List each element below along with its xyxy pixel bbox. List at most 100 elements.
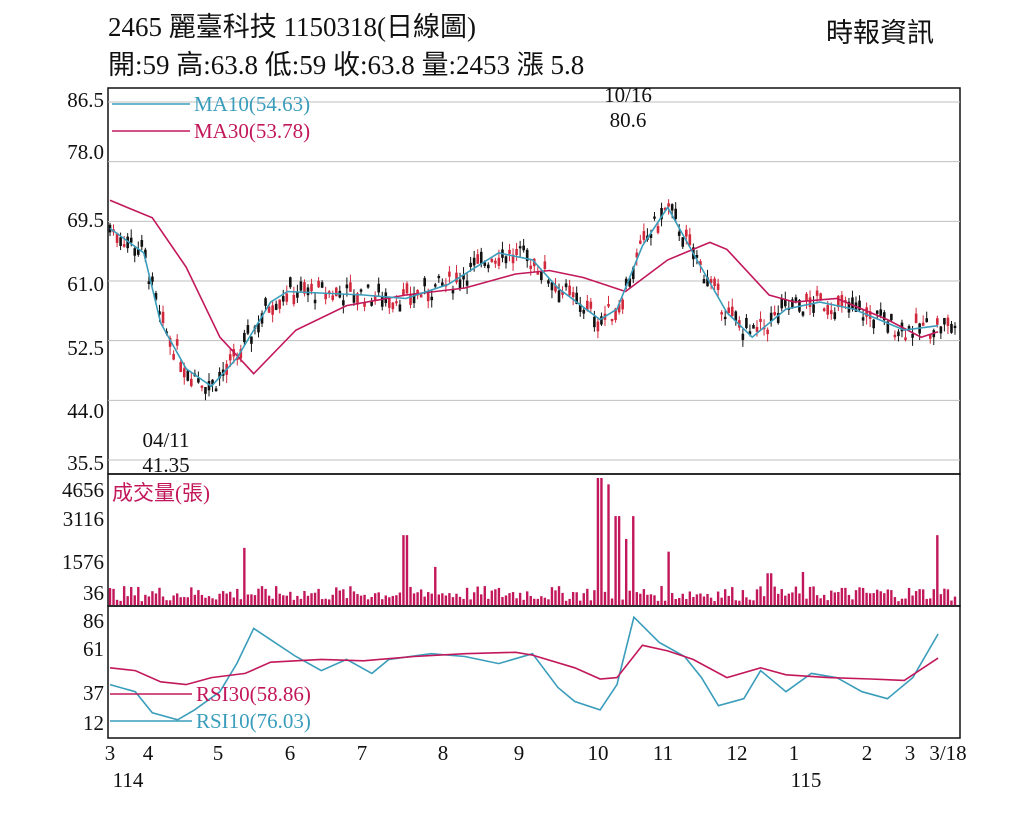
volume-bar	[250, 594, 253, 605]
volume-bar	[639, 593, 642, 605]
volume-bar	[328, 599, 331, 605]
volume-bar	[285, 595, 288, 605]
candle-body	[540, 271, 543, 281]
rsi-tick: 37	[83, 681, 104, 705]
volume-bar	[932, 589, 935, 605]
candle-body	[890, 313, 893, 321]
candle-body	[126, 236, 129, 249]
volume-bar	[296, 595, 299, 605]
candle-body	[349, 282, 352, 292]
volume-bar	[773, 586, 776, 605]
volume-panel-label: 成交量(張)	[112, 481, 210, 505]
volume-bar	[734, 600, 737, 605]
volume-bar	[278, 593, 281, 605]
volume-bar	[635, 592, 638, 605]
volume-bar	[603, 591, 607, 605]
candle-body	[837, 295, 840, 308]
candle-body	[812, 304, 815, 313]
candle-body	[250, 336, 253, 344]
volume-bar	[416, 592, 419, 605]
candle-body	[303, 282, 306, 294]
candle-body	[745, 317, 748, 328]
volume-bar	[762, 596, 766, 605]
low-date-annotation: 04/11	[142, 428, 189, 452]
candle-body	[518, 246, 522, 249]
candle-body	[218, 371, 221, 379]
volume-bar	[745, 597, 748, 605]
volume-bar	[946, 589, 950, 605]
candle-body	[289, 277, 292, 288]
candle-body	[511, 254, 515, 264]
ohlc-summary: 開:59 高:63.8 低:59 收:63.8 量:2453 漲 5.8	[108, 50, 585, 80]
candle-body	[306, 287, 310, 296]
volume-bar	[557, 586, 561, 605]
candle-body	[370, 300, 373, 306]
data-source: 時報資訊	[826, 18, 934, 48]
volume-bar	[441, 593, 444, 605]
candle-body	[204, 387, 207, 394]
candle-body	[794, 297, 798, 303]
candle-body	[780, 298, 784, 309]
volume-bar	[840, 587, 844, 605]
volume-bar	[777, 593, 780, 605]
volume-bar	[126, 596, 129, 605]
candle-body	[720, 312, 723, 315]
volume-bar	[165, 600, 168, 605]
candle-body	[649, 233, 653, 238]
candle-body	[578, 304, 582, 312]
volume-bar	[663, 600, 667, 605]
volume-bar	[851, 599, 854, 605]
x-month-label: 7	[357, 741, 368, 765]
candle-body	[490, 258, 494, 263]
volume-bar	[702, 596, 706, 605]
volume-bar	[554, 590, 557, 605]
candle-body	[557, 290, 561, 303]
candle-body	[140, 240, 144, 247]
candle-body	[596, 321, 600, 332]
volume-bar	[929, 598, 932, 605]
volume-bar	[699, 593, 702, 605]
candle-body	[752, 325, 755, 329]
volume-bar	[345, 598, 349, 605]
volume-bar	[547, 599, 550, 605]
volume-bar	[179, 597, 182, 605]
candle-body	[228, 354, 232, 361]
volume-bar	[808, 586, 812, 605]
candle-body	[713, 278, 716, 287]
candle-body	[663, 207, 667, 211]
candle-body	[168, 337, 172, 347]
volume-bar	[320, 599, 324, 605]
volume-bar	[480, 594, 483, 605]
candle-body	[366, 284, 370, 288]
candle-body	[363, 302, 366, 307]
volume-bar	[260, 586, 264, 605]
volume-bar	[465, 587, 469, 605]
candle-body	[345, 284, 349, 289]
volume-bar	[950, 600, 953, 605]
candle-body	[451, 289, 455, 294]
volume-bar	[395, 595, 398, 605]
volume-bar	[405, 535, 409, 605]
candle-body	[267, 306, 271, 313]
candle-body	[904, 337, 907, 341]
volume-bar	[472, 592, 476, 605]
candle-body	[398, 304, 402, 312]
candle-body	[274, 303, 278, 310]
volume-bar	[108, 588, 112, 605]
candle-body	[462, 274, 465, 280]
volume-bar	[943, 588, 946, 605]
volume-bar	[289, 591, 292, 605]
candle-body	[699, 261, 702, 266]
candle-body	[851, 297, 854, 309]
volume-bar	[423, 596, 426, 605]
candle-body	[925, 318, 929, 323]
price-tick: 35.5	[67, 451, 104, 475]
candle-body	[769, 312, 773, 322]
candle-body	[681, 237, 685, 247]
volume-bar	[122, 586, 126, 605]
volume-bar	[147, 596, 151, 605]
volume-bar	[872, 593, 875, 605]
candle-body	[656, 226, 660, 233]
volume-bar	[317, 588, 320, 605]
